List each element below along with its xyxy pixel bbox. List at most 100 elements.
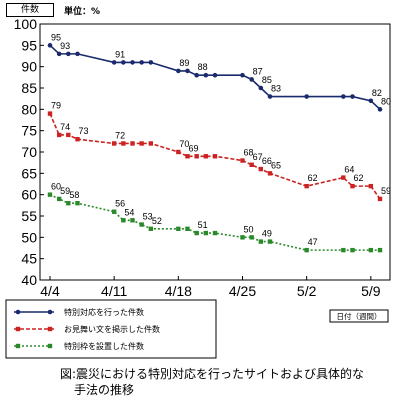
data-point-marker bbox=[267, 171, 273, 176]
data-point-marker bbox=[148, 141, 154, 146]
data-point-marker bbox=[111, 209, 117, 214]
data-point-marker bbox=[304, 94, 309, 99]
y-tick-label: 75 bbox=[21, 123, 37, 139]
data-point-marker bbox=[258, 85, 264, 91]
data-label: 68 bbox=[244, 148, 254, 158]
data-point-marker bbox=[47, 111, 53, 116]
y-tick-label: 95 bbox=[21, 37, 37, 53]
data-label: 62 bbox=[308, 173, 318, 183]
x-tick-label: 4/18 bbox=[165, 283, 192, 299]
data-point-marker bbox=[148, 60, 154, 65]
y-tick-label: 45 bbox=[21, 251, 37, 267]
data-label: 82 bbox=[372, 88, 382, 98]
figure-caption: 図:震災における特別対応を行ったサイトおよび具体的な 手法の推移 bbox=[60, 366, 396, 398]
data-point-marker bbox=[304, 247, 309, 253]
data-point-marker bbox=[212, 154, 218, 159]
data-point-marker bbox=[75, 137, 80, 142]
data-label: 62 bbox=[354, 173, 364, 183]
legend-marker bbox=[15, 309, 21, 315]
data-label: 47 bbox=[308, 237, 318, 247]
y-tick-label: 50 bbox=[21, 229, 37, 245]
x-tick-label: 5/9 bbox=[361, 283, 381, 299]
data-label: 56 bbox=[115, 199, 125, 209]
x-tick-label: 4/25 bbox=[229, 283, 256, 299]
data-label: 52 bbox=[152, 216, 162, 226]
data-label: 72 bbox=[115, 130, 125, 140]
data-point-marker bbox=[304, 183, 309, 189]
data-point-marker bbox=[121, 141, 126, 146]
data-point-marker bbox=[56, 51, 62, 57]
data-point-marker bbox=[341, 175, 346, 180]
data-point-marker bbox=[240, 235, 245, 240]
x-tick-label: 4/11 bbox=[101, 283, 127, 299]
data-label: 64 bbox=[344, 165, 354, 175]
data-point-marker bbox=[111, 60, 117, 65]
data-label: 58 bbox=[69, 190, 79, 200]
legend-label: 特別枠を設置した件数 bbox=[64, 341, 144, 351]
data-label: 83 bbox=[271, 84, 281, 94]
data-point-marker bbox=[185, 226, 190, 231]
data-point-marker bbox=[350, 94, 355, 99]
data-label: 49 bbox=[262, 229, 272, 239]
data-point-marker bbox=[121, 60, 126, 65]
data-point-marker bbox=[130, 141, 135, 146]
data-point-marker bbox=[377, 107, 383, 112]
data-label: 88 bbox=[198, 62, 208, 72]
data-point-marker bbox=[176, 68, 181, 74]
data-label: 85 bbox=[262, 75, 272, 85]
data-label: 79 bbox=[51, 101, 61, 111]
data-point-marker bbox=[176, 149, 181, 155]
data-point-marker bbox=[341, 247, 346, 253]
data-label: 87 bbox=[253, 66, 263, 76]
data-label: 59 bbox=[381, 186, 391, 196]
y-tick-label: 55 bbox=[21, 208, 37, 224]
data-label: 53 bbox=[143, 212, 153, 222]
data-point-marker bbox=[47, 192, 53, 197]
data-label: 59 bbox=[60, 186, 70, 196]
data-label: 67 bbox=[253, 152, 263, 162]
line-chart: 40 45 50 55 60 65 70 75 80 85 90 95 100 4/4 4/11 4/18 4/… bbox=[5, 16, 391, 359]
data-point-marker bbox=[203, 72, 209, 78]
data-point-marker bbox=[203, 230, 209, 236]
data-label: 93 bbox=[60, 41, 70, 51]
data-point-marker bbox=[130, 218, 135, 223]
percent-unit-label: 単位：% bbox=[64, 6, 101, 17]
data-point-marker bbox=[368, 247, 374, 253]
series-line-3 bbox=[49, 193, 380, 251]
data-point-marker bbox=[267, 94, 273, 99]
data-point-marker bbox=[66, 201, 71, 206]
data-point-marker bbox=[139, 141, 144, 146]
data-label: 74 bbox=[60, 122, 70, 132]
y-tick-label: 80 bbox=[21, 101, 37, 117]
data-label: 51 bbox=[198, 220, 208, 230]
data-label: 73 bbox=[79, 126, 89, 136]
y-tick-label: 100 bbox=[14, 16, 38, 32]
caption-line-2: 手法の推移 bbox=[74, 383, 135, 397]
plot-frame bbox=[39, 23, 391, 281]
data-point-marker bbox=[203, 154, 209, 159]
y-tick-label: 65 bbox=[21, 165, 37, 181]
y-tick-label: 70 bbox=[21, 144, 37, 160]
data-point-marker bbox=[240, 72, 245, 78]
legend-marker bbox=[15, 326, 21, 332]
data-label: 66 bbox=[262, 156, 272, 166]
legend-marker bbox=[47, 326, 53, 332]
data-point-marker bbox=[350, 183, 355, 189]
data-point-marker bbox=[148, 226, 154, 231]
data-point-marker bbox=[368, 98, 374, 104]
data-label: 70 bbox=[179, 139, 189, 149]
data-point-marker bbox=[130, 60, 135, 65]
x-tick-label: 5/2 bbox=[297, 283, 317, 299]
legend-label: お見舞い文を掲示した件数 bbox=[64, 324, 160, 334]
data-point-marker bbox=[121, 218, 126, 223]
x-axis-note-box bbox=[329, 309, 389, 323]
data-point-marker bbox=[377, 196, 383, 202]
data-label: 89 bbox=[179, 58, 189, 68]
data-point-marker bbox=[377, 247, 383, 253]
unit-header: 件数 単位：% bbox=[6, 2, 100, 18]
legend-marker bbox=[47, 309, 53, 315]
data-label: 65 bbox=[271, 160, 281, 170]
data-label: 69 bbox=[189, 143, 199, 153]
data-point-marker bbox=[240, 158, 245, 163]
data-point-marker bbox=[194, 230, 199, 236]
